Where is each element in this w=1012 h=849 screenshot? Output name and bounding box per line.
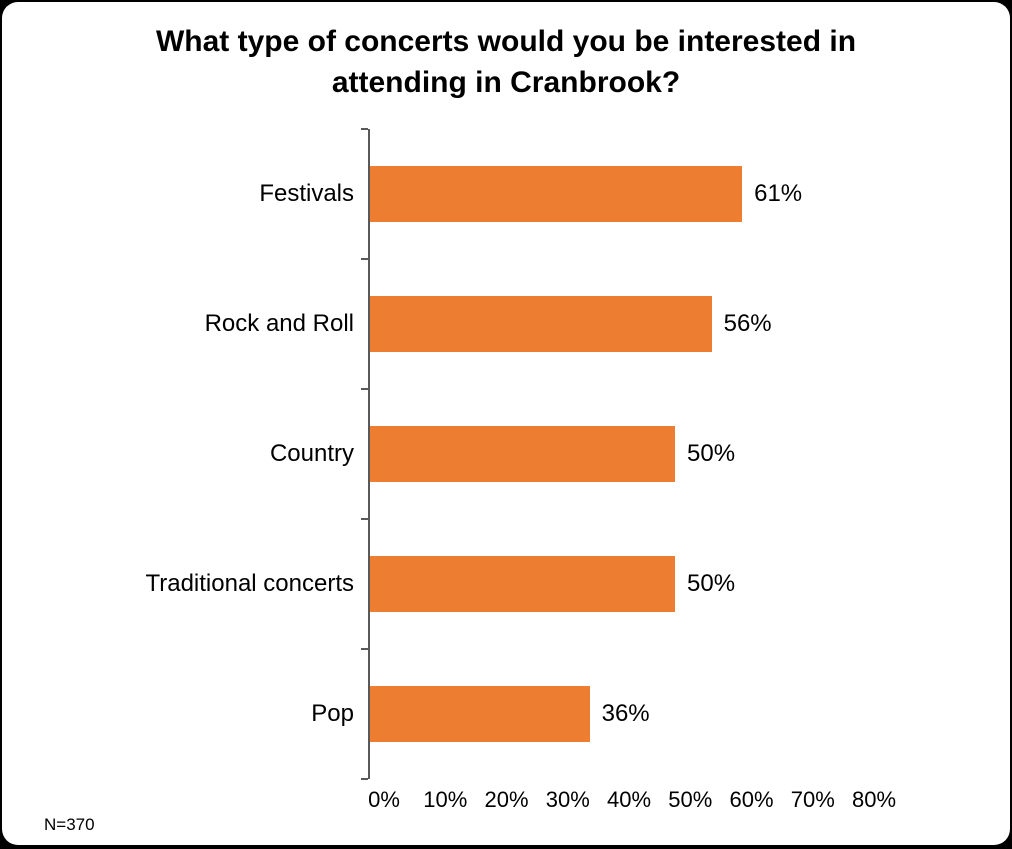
bar xyxy=(370,686,590,742)
x-tick-label: 30% xyxy=(545,787,590,812)
category-label: Traditional concerts xyxy=(145,570,354,597)
bar-track: 50% xyxy=(361,518,858,649)
bar xyxy=(370,166,743,222)
sample-size-note: N=370 xyxy=(44,815,95,834)
chart-title: What type of concerts would you be inter… xyxy=(155,25,857,99)
value-label: 50% xyxy=(687,440,736,467)
x-tick-label: 0% xyxy=(368,787,400,812)
plot-area: Festivals 61% Rock and Roll 56% Country 50% Tr… xyxy=(2,128,1010,829)
bar-row: Rock and Roll 56% xyxy=(2,258,1010,389)
x-axis: 0% 10% 20% 30% 40% 50% 60% 70% 80% xyxy=(368,787,896,829)
category-label: Festivals xyxy=(259,180,354,207)
bar-track: 50% xyxy=(361,388,858,519)
bar xyxy=(370,426,675,482)
x-tick-label: 80% xyxy=(851,787,897,812)
bar-row: Country 50% xyxy=(2,388,1010,519)
x-tick-label: 20% xyxy=(484,787,529,812)
value-label: 50% xyxy=(687,570,736,597)
category-label: Rock and Roll xyxy=(204,310,354,337)
bar-track: 61% xyxy=(361,128,858,259)
value-label: 61% xyxy=(754,180,803,207)
bar-row: Pop 36% xyxy=(2,648,1010,780)
bar-row: Festivals 61% xyxy=(2,128,1010,259)
value-label: 36% xyxy=(601,700,650,727)
category-label: Pop xyxy=(311,700,354,727)
bar-row: Traditional concerts 50% xyxy=(2,518,1010,649)
bar-track: 36% xyxy=(361,648,858,780)
bar xyxy=(370,296,712,352)
chart-rows: Festivals 61% Rock and Roll 56% Country 50% Tr… xyxy=(2,128,1010,780)
category-label: Country xyxy=(269,440,354,467)
x-tick-label: 50% xyxy=(668,787,713,812)
bar xyxy=(370,556,675,612)
bar-track: 56% xyxy=(361,258,858,389)
value-label: 56% xyxy=(723,310,772,337)
x-tick-label: 10% xyxy=(423,787,468,812)
x-tick-label: 60% xyxy=(729,787,774,812)
x-tick-label: 70% xyxy=(790,787,835,812)
x-tick-label: 40% xyxy=(606,787,652,812)
